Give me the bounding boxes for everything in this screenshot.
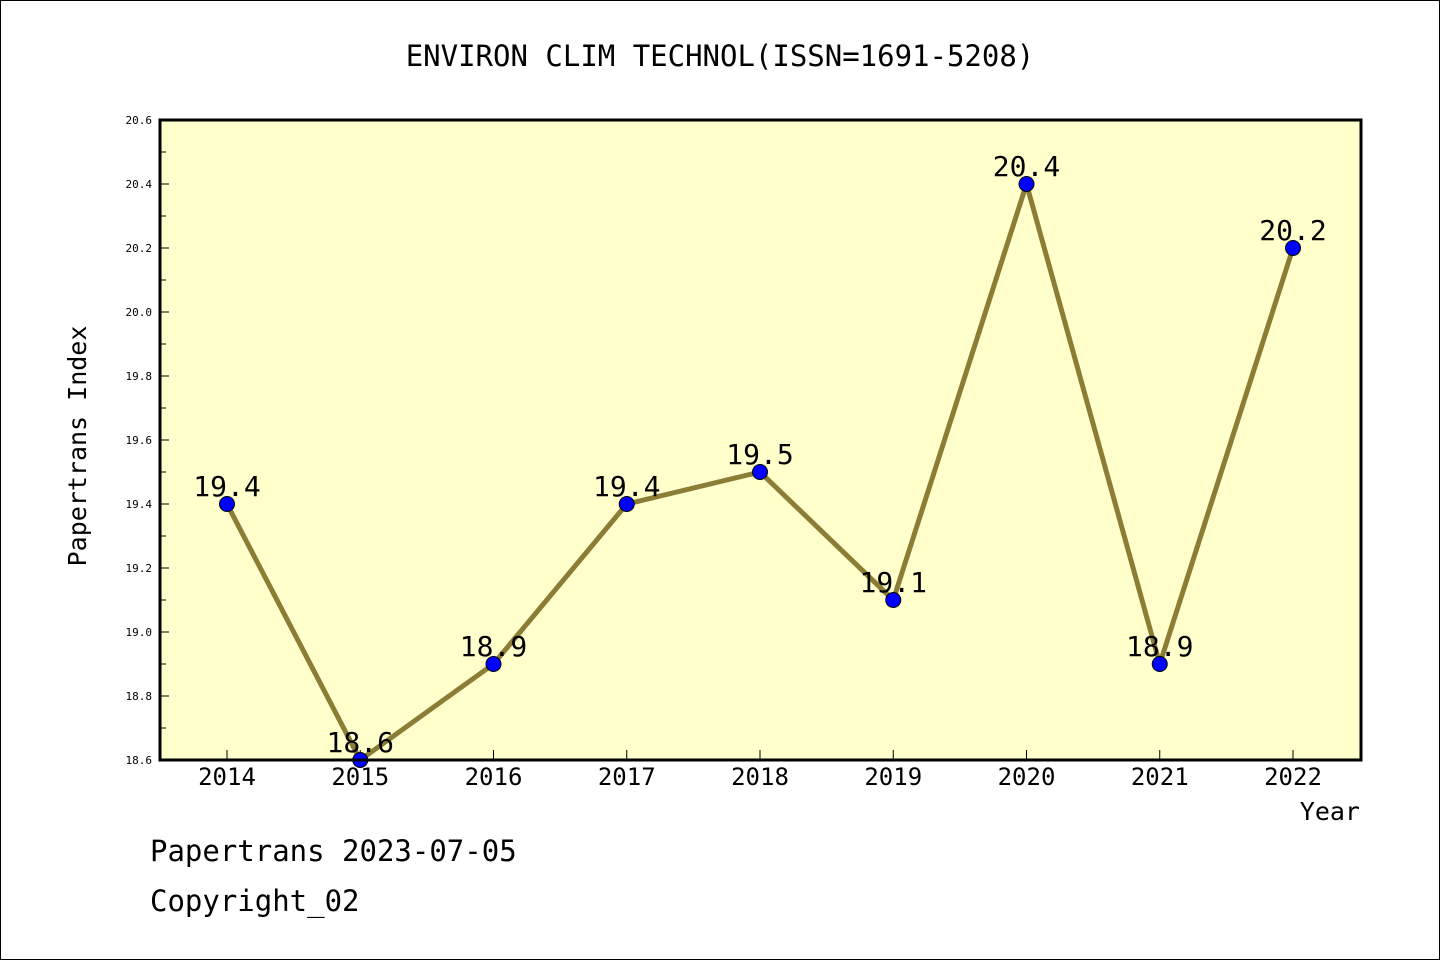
series-line-group (219, 176, 1301, 768)
footer-date: Papertrans 2023-07-05 (150, 834, 517, 868)
y-tick-label: 19.2 (126, 562, 153, 575)
data-point (618, 496, 635, 512)
y-tick-label: 19.4 (126, 498, 153, 511)
x-tick-label: 2014 (198, 763, 256, 791)
data-point (1285, 240, 1301, 256)
footer-copyright: Copyright_02 (150, 884, 360, 918)
x-axis-label: Year (1300, 797, 1360, 826)
y-tick-label: 20.2 (126, 242, 153, 255)
plot-border (158, 118, 1363, 762)
x-tick-label: 2018 (731, 763, 789, 791)
x-tick-label: 2021 (1131, 763, 1189, 791)
data-label: 19.4 (193, 470, 260, 503)
data-label: 18.9 (1126, 630, 1193, 663)
data-label: 18.9 (460, 630, 527, 663)
data-point (485, 656, 502, 672)
x-tick-label: 2016 (465, 763, 523, 791)
data-point (219, 496, 235, 512)
data-point (1018, 176, 1035, 192)
data-label: 20.4 (993, 150, 1060, 183)
data-label: 18.6 (327, 726, 394, 759)
data-label: 19.1 (860, 566, 927, 599)
data-label: 20.2 (1259, 214, 1326, 247)
x-tick-label: 2020 (998, 763, 1056, 791)
y-tick-label: 20.6 (126, 114, 153, 127)
y-tick-label: 19.8 (126, 370, 153, 383)
data-label: 19.4 (593, 470, 660, 503)
x-axis: 2014 2015 2016 2017 2018 2019 2020 2021 2022 (198, 750, 1322, 791)
data-point (1151, 656, 1168, 672)
y-tick-label: 19.6 (126, 434, 153, 447)
y-axis: 18.6 18.8 19.0 19.2 19.4 19.6 19.8 20.0 20.2 20.4… (126, 114, 169, 767)
y-tick-label: 20.0 (126, 306, 153, 319)
x-tick-label: 2017 (598, 763, 656, 791)
data-point (752, 464, 768, 480)
data-point (885, 592, 902, 608)
data-label: 19.5 (726, 438, 793, 471)
y-axis-label: Papertrans Index (63, 326, 92, 567)
chart-title: ENVIRON CLIM TECHNOL(ISSN=1691-5208) (406, 39, 1035, 73)
x-tick-label: 2019 (864, 763, 922, 791)
y-tick-label: 18.8 (126, 690, 153, 703)
y-tick-label: 18.6 (126, 754, 153, 767)
x-tick-label: 2022 (1264, 763, 1322, 791)
data-labels-group: 19.4 18.6 18.9 19.4 19.5 19.1 20.4 18.9 20.2 (193, 150, 1326, 759)
y-tick-label: 20.4 (126, 178, 153, 191)
y-tick-label: 19.0 (126, 626, 153, 639)
